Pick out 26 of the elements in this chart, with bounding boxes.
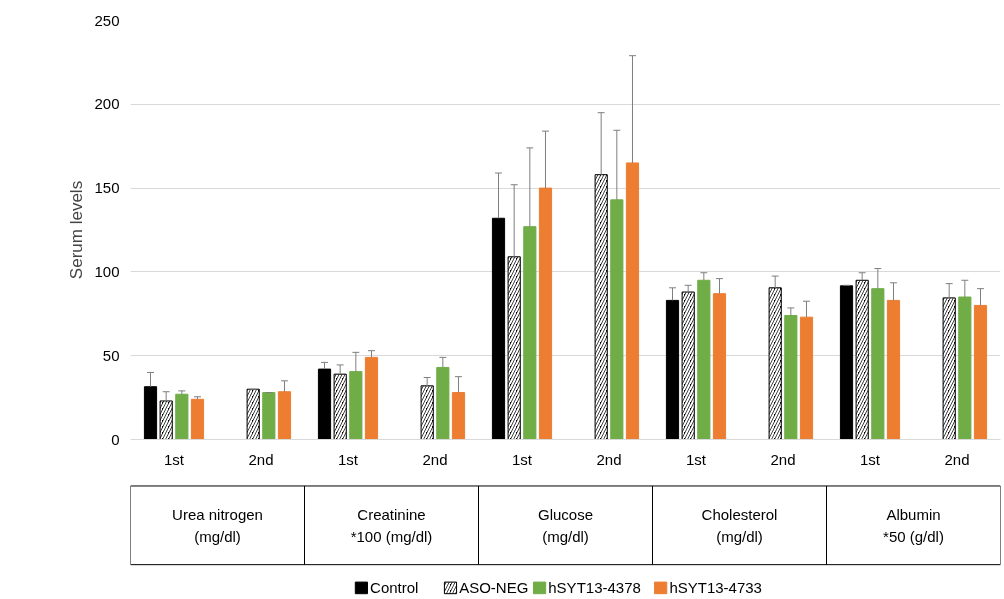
y-tick-label: 200	[94, 95, 120, 113]
legend-label: ASO-NEG	[459, 579, 529, 597]
y-axis-title: Serum levels	[67, 180, 87, 280]
x-tick-label: 2nd	[596, 450, 622, 468]
text: Creatinine *100 (mg/dl)	[350, 505, 433, 545]
legend-label: hSYT13-4378	[548, 579, 641, 597]
x-tick-label: 2nd	[944, 450, 970, 468]
text: Urea nitrogen (mg/dl)	[172, 505, 263, 545]
x-tick-label: 2nd	[770, 450, 796, 468]
x-tick-label: 1st	[164, 450, 185, 468]
y-tick-label: 150	[94, 179, 120, 197]
x-tick-label: 1st	[860, 450, 881, 468]
x-tick-label: 1st	[338, 450, 359, 468]
y-tick-label: 50	[102, 346, 120, 364]
y-tick-label: 0	[111, 430, 120, 448]
legend-label: Control	[370, 579, 419, 597]
x-tick-label: 2nd	[422, 450, 448, 468]
text: Albumin *50 (g/dl)	[883, 505, 944, 545]
y-tick-label: 100	[94, 262, 120, 280]
legend-label: hSYT13-4733	[669, 579, 762, 597]
y-tick-label: 250	[94, 11, 120, 29]
text: Glucose (mg/dl)	[537, 505, 594, 545]
text: Cholesterol (mg/dl)	[701, 505, 778, 545]
x-tick-label: 2nd	[248, 450, 274, 468]
x-tick-label: 1st	[686, 450, 707, 468]
x-tick-label: 1st	[512, 450, 533, 468]
